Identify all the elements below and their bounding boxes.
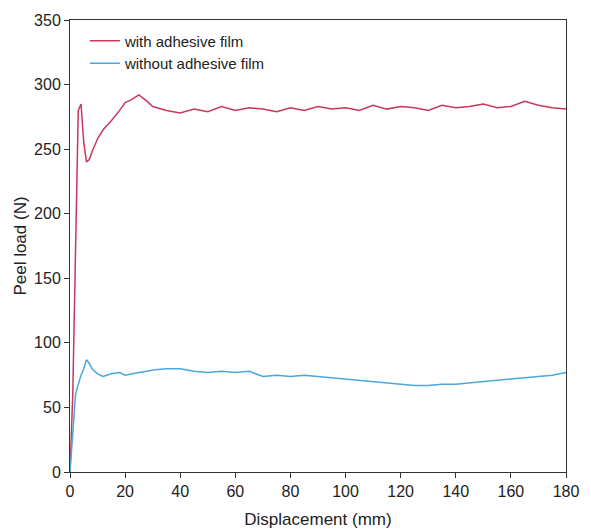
svg-text:180: 180: [553, 483, 580, 500]
svg-text:200: 200: [34, 205, 61, 222]
svg-text:50: 50: [43, 399, 61, 416]
svg-text:350: 350: [34, 12, 61, 29]
svg-text:100: 100: [332, 483, 359, 500]
svg-text:140: 140: [442, 483, 469, 500]
svg-text:150: 150: [34, 270, 61, 287]
svg-text:40: 40: [171, 483, 189, 500]
svg-text:250: 250: [34, 141, 61, 158]
svg-text:20: 20: [116, 483, 134, 500]
svg-text:300: 300: [34, 76, 61, 93]
svg-text:100: 100: [34, 334, 61, 351]
svg-text:120: 120: [387, 483, 414, 500]
svg-text:Peel load (N): Peel load (N): [11, 196, 30, 295]
svg-text:0: 0: [66, 483, 75, 500]
svg-text:Displacement (mm): Displacement (mm): [244, 510, 391, 529]
svg-text:60: 60: [226, 483, 244, 500]
svg-text:without adhesive film: without adhesive film: [124, 55, 264, 72]
svg-text:80: 80: [282, 483, 300, 500]
svg-text:0: 0: [52, 464, 61, 481]
svg-text:with adhesive film: with adhesive film: [124, 33, 243, 50]
svg-text:160: 160: [498, 483, 525, 500]
